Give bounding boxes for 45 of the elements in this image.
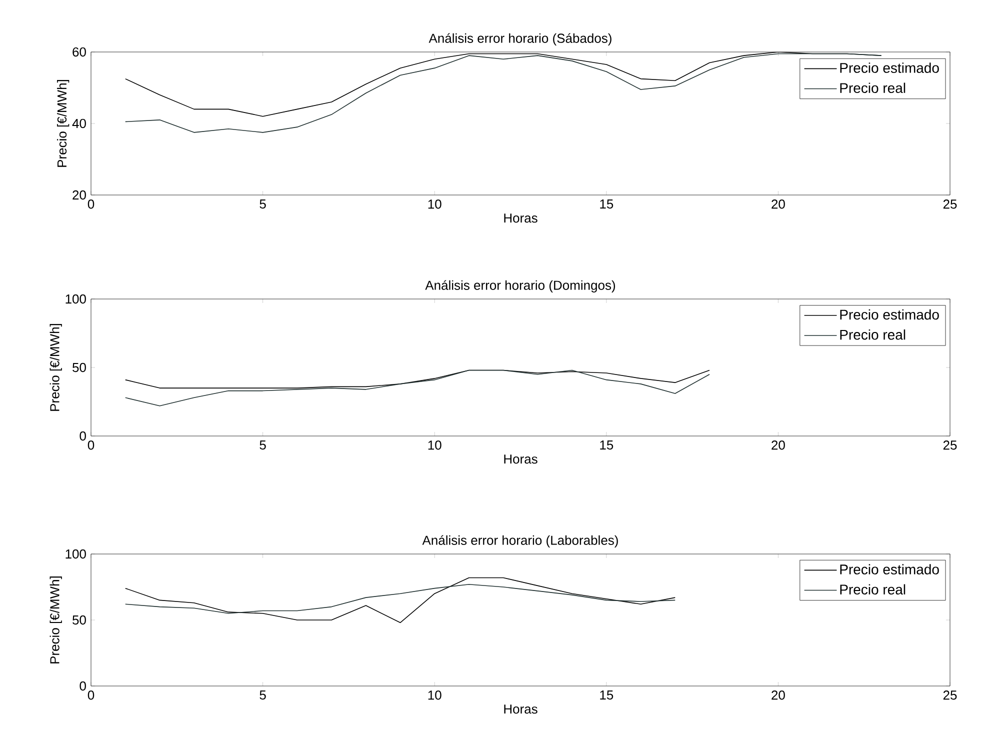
y-tick-label: 50 xyxy=(72,362,86,372)
legend-label: Precio estimado xyxy=(840,564,939,574)
x-tick-label: 0 xyxy=(88,200,94,209)
y-tick-label: 0 xyxy=(80,431,86,441)
legend-label: Precio estimado xyxy=(840,309,939,320)
chart-title: Análisis error horario (Domingos) xyxy=(425,280,616,292)
y-axis-title: Precio [€/MWh] xyxy=(57,80,70,167)
y-axis-title: Precio [€/MWh] xyxy=(50,576,62,664)
x-tick-label: 5 xyxy=(260,440,266,450)
line-series xyxy=(124,584,676,614)
x-tick-label: 10 xyxy=(428,690,442,700)
y-tick-label: 0 xyxy=(80,681,86,691)
x-tick-label: 15 xyxy=(600,690,614,700)
x-tick-label: 5 xyxy=(260,200,266,209)
x-tick-label: 0 xyxy=(88,690,94,700)
x-tick-label: 10 xyxy=(428,200,442,209)
y-tick-label: 40 xyxy=(72,118,86,128)
x-tick-label: 10 xyxy=(428,440,442,450)
y-tick-label: 100 xyxy=(66,549,86,559)
line-series xyxy=(124,577,676,624)
chart-title: Análisis error horario (Sábados) xyxy=(428,33,612,46)
x-axis-title: Horas xyxy=(504,454,538,464)
y-axis-title: Precio [€/MWh] xyxy=(50,324,62,411)
x-tick-label: 15 xyxy=(600,200,614,209)
x-tick-label: 15 xyxy=(600,440,614,450)
x-axis-title: Horas xyxy=(504,214,538,223)
x-axis-title: Horas xyxy=(504,704,538,714)
x-tick-label: 20 xyxy=(772,690,785,700)
x-tick-label: 20 xyxy=(772,440,785,450)
legend-label: Precio real xyxy=(840,329,906,340)
y-tick-label: 50 xyxy=(72,615,86,625)
x-tick-label: 25 xyxy=(943,200,957,209)
y-tick-label: 100 xyxy=(66,294,86,304)
y-tick-label: 20 xyxy=(72,190,86,200)
x-tick-label: 25 xyxy=(943,690,957,700)
x-tick-label: 0 xyxy=(88,440,94,450)
y-tick-label: 60 xyxy=(72,47,86,57)
legend-label: Precio real xyxy=(840,584,906,595)
x-tick-label: 20 xyxy=(772,200,785,209)
legend-label: Precio real xyxy=(840,82,906,94)
legend-label: Precio estimado xyxy=(840,62,939,73)
x-tick-label: 5 xyxy=(260,690,266,700)
chart-title: Análisis error horario (Laborables) xyxy=(422,535,618,548)
line-series xyxy=(124,370,710,406)
x-tick-label: 25 xyxy=(943,440,957,450)
